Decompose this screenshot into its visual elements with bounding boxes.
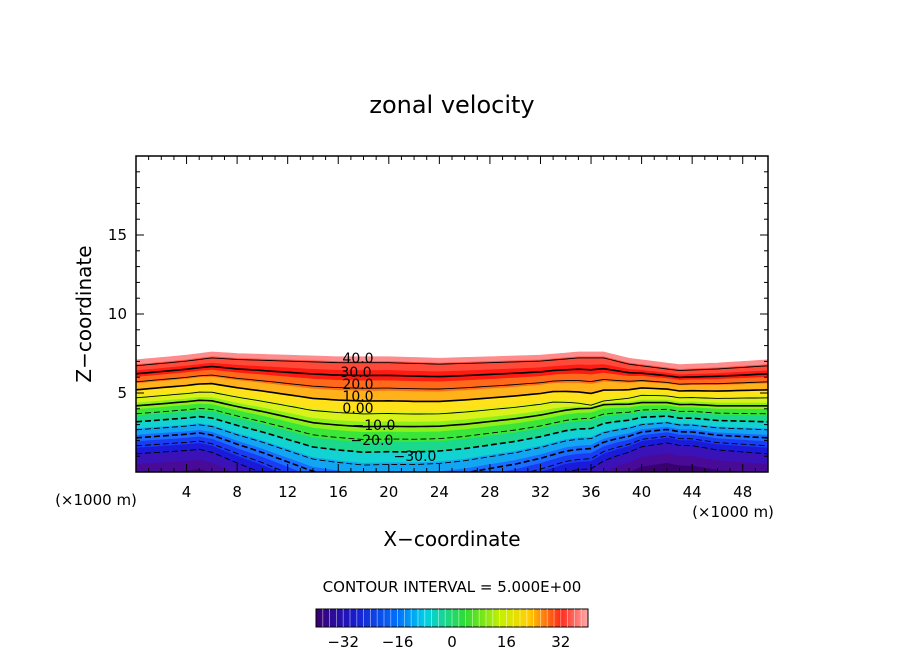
x-tick-label: 28	[480, 483, 499, 501]
colorbar-tick-label: 0	[447, 633, 457, 651]
contour-line	[136, 391, 768, 415]
contour-label: 20.0	[342, 377, 373, 393]
contour-line	[136, 442, 768, 472]
x-tick-label: 40	[632, 483, 651, 501]
x-tick-label: 20	[379, 483, 398, 501]
contour-field	[136, 351, 768, 472]
contour-label: 10.0	[342, 389, 373, 405]
contour-line	[136, 435, 768, 472]
x-tick-label: 16	[329, 483, 348, 501]
contour-label: 30.0	[340, 365, 371, 381]
contour-line	[136, 382, 768, 403]
colorbar-tick-label: −32	[327, 633, 359, 651]
contour-line	[136, 399, 768, 428]
contour-line	[136, 415, 768, 454]
contour-line	[136, 365, 768, 379]
x-tick-label: 8	[232, 483, 242, 501]
field-band	[136, 453, 768, 472]
x-axis-label: X−coordinate	[383, 527, 520, 551]
x-tick-label: 36	[581, 483, 600, 501]
x-ticks	[135, 156, 769, 472]
colorbar-tick-label: 16	[497, 633, 516, 651]
chart-title: zonal velocity	[369, 91, 534, 119]
y-axis-label: Z−coordinate	[72, 245, 96, 382]
colorbar-segments	[322, 609, 582, 627]
x-unit-right: (×1000 m)	[692, 503, 774, 521]
x-unit-left: (×1000 m)	[55, 491, 137, 509]
colorbar-tick-label: 32	[551, 633, 570, 651]
contour-label: −20.0	[351, 433, 394, 449]
colorbar-tick-label: −16	[382, 633, 414, 651]
x-tick-label: 44	[683, 483, 702, 501]
contour-lines	[136, 357, 768, 472]
contour-label: −30.0	[394, 449, 437, 465]
y-tick-label: 5	[117, 384, 127, 402]
contour-line	[136, 374, 768, 390]
contour-labels: 40.030.020.010.00.00−10.0−20.0−30.0	[340, 351, 436, 465]
contour-label: −10.0	[353, 418, 396, 434]
x-tick-label: 32	[531, 483, 550, 501]
contour-line	[136, 357, 768, 372]
contour-line	[136, 408, 768, 440]
field-band	[164, 462, 744, 472]
x-tick-label: 12	[278, 483, 297, 501]
x-tick-label: 24	[430, 483, 449, 501]
contour-interval-text: CONTOUR INTERVAL = 5.000E+00	[323, 578, 582, 596]
y-ticks	[136, 155, 768, 473]
colorbar-tick-labels: −32 −16 0 16 32	[327, 633, 570, 651]
contour-label: 40.0	[342, 351, 373, 367]
field-band	[136, 443, 768, 472]
contour-label: 0.00	[342, 401, 373, 417]
y-tick-labels: 5 10 15	[108, 226, 127, 402]
y-tick-label: 10	[108, 305, 127, 323]
x-tick-labels: 4 8 12 16 20 24 28 32 36 40 44 48	[182, 483, 752, 501]
x-tick-label: 4	[182, 483, 192, 501]
x-tick-label: 48	[733, 483, 752, 501]
y-tick-label: 15	[108, 226, 127, 244]
